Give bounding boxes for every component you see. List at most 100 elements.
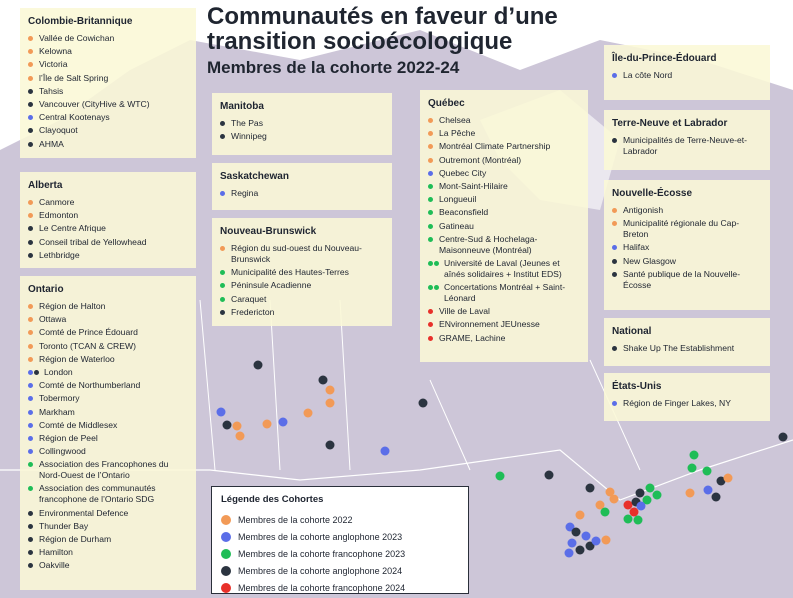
bullet-group xyxy=(220,283,226,289)
community-label: ENvironnement JEUnesse xyxy=(439,319,540,330)
bullet xyxy=(220,309,225,315)
community-item: AHMA xyxy=(28,139,188,150)
community-item: Municipalité régionale du Cap-Breton xyxy=(612,218,762,240)
bullet xyxy=(428,285,433,291)
bullet xyxy=(220,121,225,126)
bullet-group xyxy=(612,221,618,227)
community-dot xyxy=(685,488,695,498)
bullet-group xyxy=(28,62,34,68)
bullet-group xyxy=(612,401,618,406)
community-dot xyxy=(629,507,639,517)
community-label: London xyxy=(44,366,73,377)
bullet-group xyxy=(428,210,434,216)
legend-item: Membres de la cohorte anglophone 2024 xyxy=(221,562,459,579)
community-item: Environmental Defence xyxy=(28,508,188,519)
region-panel: Colombie-Britannique Vallée de Cowichan Ke… xyxy=(20,8,196,158)
bullet-group xyxy=(28,486,34,492)
community-item: Clayoquot xyxy=(28,125,188,136)
bullet xyxy=(28,252,33,258)
bullet xyxy=(612,138,617,143)
community-item: Central Kootenays xyxy=(28,112,188,123)
community-item: Regina xyxy=(220,188,384,199)
community-item: Comté de Northumberland xyxy=(28,380,188,391)
bullet xyxy=(28,435,33,441)
community-label: Fredericton xyxy=(231,306,275,317)
bullet-group xyxy=(220,121,226,126)
community-item: Outremont (Montréal) xyxy=(428,155,580,166)
legend-label: Membres de la cohorte anglophone 2024 xyxy=(238,565,403,576)
bullet-group xyxy=(428,236,434,242)
bullet xyxy=(28,550,33,556)
legend-label: Membres de la cohorte francophone 2024 xyxy=(238,582,406,593)
community-label: Université de Laval (Jeunes et aînés sol… xyxy=(444,257,562,279)
bullet-group xyxy=(28,75,34,81)
community-item: Beaconsfield xyxy=(428,207,580,218)
legend-swatch xyxy=(221,582,231,593)
bullet xyxy=(28,369,33,375)
community-label: Central Kootenays xyxy=(39,112,110,123)
community-dot xyxy=(253,360,263,370)
bullet-group xyxy=(612,258,618,264)
community-item: La côte Nord xyxy=(612,70,762,81)
region-title: Nouveau-Brunswick xyxy=(220,226,317,237)
community-dot xyxy=(571,527,581,537)
community-item: Gatineau xyxy=(428,221,580,232)
bullet xyxy=(612,221,617,227)
community-label: Antigonish xyxy=(623,205,664,215)
community-dot xyxy=(567,538,577,548)
community-dot xyxy=(689,450,699,460)
community-label: Montréal Climate Partnership xyxy=(439,141,551,152)
community-label: Le Centre Afrique xyxy=(39,223,106,234)
community-item: Région de Peel xyxy=(28,433,188,444)
bullet-group xyxy=(428,309,434,315)
region-panel: Terre-Neuve et Labrador Municipalités de … xyxy=(604,110,770,170)
community-item: Fredericton xyxy=(220,307,384,318)
bullet xyxy=(28,409,33,415)
bullet-group xyxy=(28,369,39,375)
community-item: Hamilton xyxy=(28,547,188,558)
community-label: Région du sud-ouest du Nouveau-Brunswick xyxy=(231,243,362,264)
bullet-group xyxy=(28,330,34,336)
bullet-group xyxy=(220,309,226,315)
community-item: Région de Finger Lakes, NY xyxy=(612,398,762,409)
bullet xyxy=(428,170,433,176)
community-item: Kelowna xyxy=(28,46,188,57)
bullet-group xyxy=(612,271,618,277)
province-border xyxy=(199,299,641,471)
community-dot xyxy=(600,507,610,517)
bullet-group xyxy=(220,134,226,140)
community-label: Toronto (TCAN & CREW) xyxy=(39,340,136,351)
community-item: Victoria xyxy=(28,59,188,70)
bullet-group xyxy=(428,183,434,189)
bullet xyxy=(220,270,225,276)
community-item: Markham xyxy=(28,407,188,418)
community-item: Toronto (TCAN & CREW) xyxy=(28,341,188,352)
community-dots xyxy=(216,360,788,558)
community-item: Edmonton xyxy=(28,210,188,221)
region-panel: Nouveau-Brunswick Région du sud-ouest du … xyxy=(212,218,392,326)
community-item: Municipalité des Hautes-Terres xyxy=(220,267,384,278)
community-dot xyxy=(645,483,655,493)
region-title: Colombie-Britannique xyxy=(28,16,133,27)
bullet xyxy=(28,563,33,569)
community-label: Winnipeg xyxy=(231,131,267,142)
bullet xyxy=(612,401,617,406)
community-dot xyxy=(609,494,619,504)
bullet xyxy=(220,283,225,289)
community-dot xyxy=(687,463,697,473)
community-item: Winnipeg xyxy=(220,131,384,142)
region-panel: Nouvelle-Écosse Antigonish Municipalité ré… xyxy=(604,180,770,310)
community-item: Tahsis xyxy=(28,86,188,97)
bullet-group xyxy=(220,270,226,276)
bullet xyxy=(428,322,433,328)
community-label: Longueuil xyxy=(439,194,477,205)
bullet-group xyxy=(28,523,34,529)
community-dot xyxy=(623,500,633,510)
community-dot xyxy=(591,536,601,546)
community-item: Ottawa xyxy=(28,314,188,325)
region-panel: Manitoba The Pas Winnipeg xyxy=(212,93,392,155)
bullet xyxy=(428,260,433,266)
legend-swatch xyxy=(221,565,231,576)
community-dot xyxy=(575,510,585,520)
bullet-group xyxy=(28,49,34,55)
